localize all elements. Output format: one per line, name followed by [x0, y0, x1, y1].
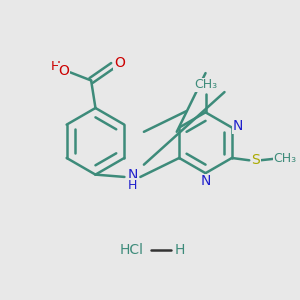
Text: H: H — [128, 178, 137, 191]
Text: O: O — [58, 64, 69, 78]
Text: N: N — [233, 119, 243, 133]
Text: S: S — [251, 153, 260, 167]
Text: H: H — [174, 243, 185, 257]
Text: CH₃: CH₃ — [194, 78, 217, 91]
Text: N: N — [200, 174, 211, 188]
Text: CH₃: CH₃ — [273, 152, 296, 165]
Text: N: N — [128, 168, 138, 182]
Text: H: H — [50, 59, 60, 73]
Text: O: O — [114, 56, 125, 70]
Text: HCl: HCl — [120, 243, 144, 257]
